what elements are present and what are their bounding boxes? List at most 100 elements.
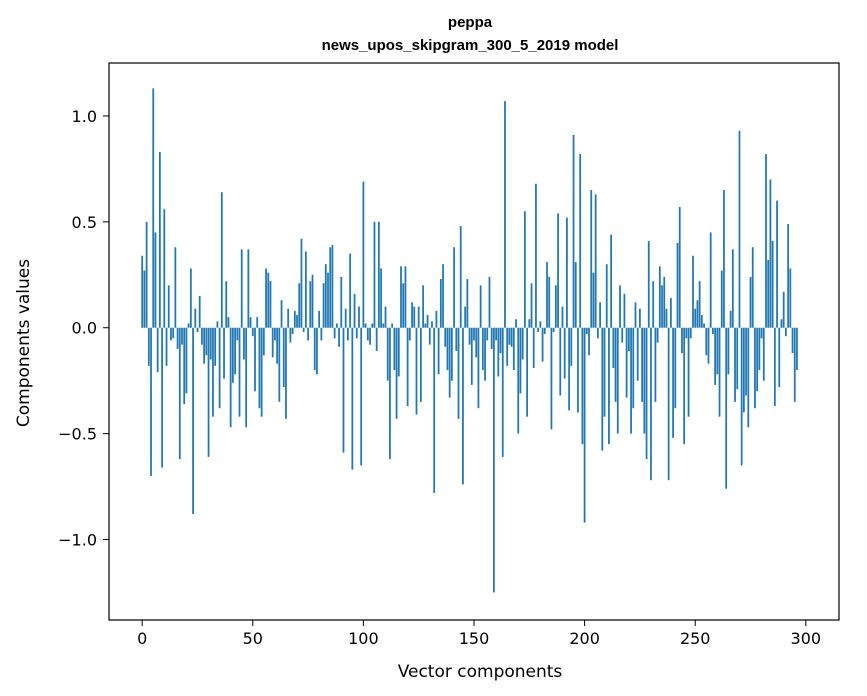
bar-168 xyxy=(512,327,515,371)
bar-15 xyxy=(174,247,177,328)
bar-279 xyxy=(758,327,761,371)
bar-94 xyxy=(349,253,352,328)
bar-218 xyxy=(623,293,626,328)
bar-144 xyxy=(459,226,462,328)
bar-257 xyxy=(709,232,712,328)
x-tick-label: 150 xyxy=(459,629,490,648)
bar-132 xyxy=(433,327,436,493)
bar-135 xyxy=(439,279,442,328)
bar-99 xyxy=(360,327,363,466)
bar-73 xyxy=(302,327,305,332)
bar-40 xyxy=(229,327,232,428)
bar-49 xyxy=(249,317,252,328)
bar-241 xyxy=(674,327,677,409)
bar-282 xyxy=(765,154,767,328)
bar-67 xyxy=(289,327,292,343)
bar-79 xyxy=(316,327,318,375)
bar-125 xyxy=(417,306,420,328)
bar-115 xyxy=(395,327,398,419)
bar-213 xyxy=(612,327,615,368)
bar-180 xyxy=(539,321,542,328)
bar-278 xyxy=(756,327,759,392)
bar-131 xyxy=(431,321,433,328)
bar-117 xyxy=(400,266,402,328)
bar-280 xyxy=(760,327,763,339)
bar-77 xyxy=(311,274,314,328)
bar-83 xyxy=(324,264,327,328)
plot-frame xyxy=(108,62,840,621)
y-axis-label: Components values xyxy=(14,259,34,427)
bar-239 xyxy=(669,298,672,328)
bar-60 xyxy=(274,327,276,341)
bar-93 xyxy=(347,327,349,341)
bar-8 xyxy=(158,151,161,328)
bar-184 xyxy=(548,276,551,328)
bar-196 xyxy=(574,262,577,328)
bar-141 xyxy=(453,247,455,328)
bar-111 xyxy=(386,327,389,381)
bar-120 xyxy=(406,327,409,407)
bar-11 xyxy=(165,327,168,366)
bar-212 xyxy=(610,234,613,328)
bar-243 xyxy=(678,207,681,328)
bar-204 xyxy=(592,272,595,328)
x-tick-label: 250 xyxy=(680,629,711,648)
bar-203 xyxy=(590,190,593,328)
bar-216 xyxy=(619,285,621,328)
bar-281 xyxy=(762,327,765,381)
bar-123 xyxy=(413,306,416,328)
bar-236 xyxy=(663,276,666,328)
bar-220 xyxy=(627,327,630,352)
bar-130 xyxy=(428,327,431,345)
bar-106 xyxy=(375,327,378,352)
bar-22 xyxy=(189,268,192,328)
bar-16 xyxy=(176,327,179,349)
bar-295 xyxy=(793,327,796,402)
bar-54 xyxy=(260,327,263,417)
bar-284 xyxy=(769,179,772,328)
bar-150 xyxy=(473,327,475,341)
bar-129 xyxy=(426,315,429,328)
bar-142 xyxy=(455,327,458,352)
chart-title-line-1: peppa xyxy=(448,14,493,31)
bar-107 xyxy=(377,221,380,328)
bar-26 xyxy=(198,295,201,328)
bar-275 xyxy=(749,276,752,328)
bar-276 xyxy=(751,247,754,328)
bar-260 xyxy=(716,327,719,375)
bar-4 xyxy=(150,327,152,476)
bar-10 xyxy=(163,209,166,328)
bar-175 xyxy=(528,319,531,328)
x-tick-label: 50 xyxy=(243,629,263,648)
bar-103 xyxy=(369,327,371,345)
bar-0 xyxy=(141,255,144,328)
bar-273 xyxy=(745,327,747,396)
bar-149 xyxy=(470,327,473,385)
bar-28 xyxy=(203,327,206,364)
bar-249 xyxy=(692,255,694,328)
bar-186 xyxy=(552,327,555,332)
bar-100 xyxy=(362,181,365,328)
bar-198 xyxy=(579,154,582,328)
bar-259 xyxy=(714,327,717,385)
bar-255 xyxy=(705,327,708,356)
bar-139 xyxy=(448,327,451,398)
bar-238 xyxy=(667,327,670,481)
bar-70 xyxy=(296,315,298,328)
bar-228 xyxy=(645,327,648,460)
bar-245 xyxy=(683,327,686,445)
bar-91 xyxy=(342,327,345,453)
bar-66 xyxy=(287,308,290,328)
bar-85 xyxy=(329,247,332,328)
bar-185 xyxy=(550,327,553,430)
bar-162 xyxy=(499,327,502,354)
bar-145 xyxy=(462,327,464,485)
bar-254 xyxy=(703,323,705,328)
bar-68 xyxy=(291,327,294,335)
bar-69 xyxy=(293,310,296,328)
bar-134 xyxy=(437,327,440,375)
bar-188 xyxy=(557,213,559,328)
bar-190 xyxy=(561,306,564,328)
bar-194 xyxy=(570,327,573,366)
